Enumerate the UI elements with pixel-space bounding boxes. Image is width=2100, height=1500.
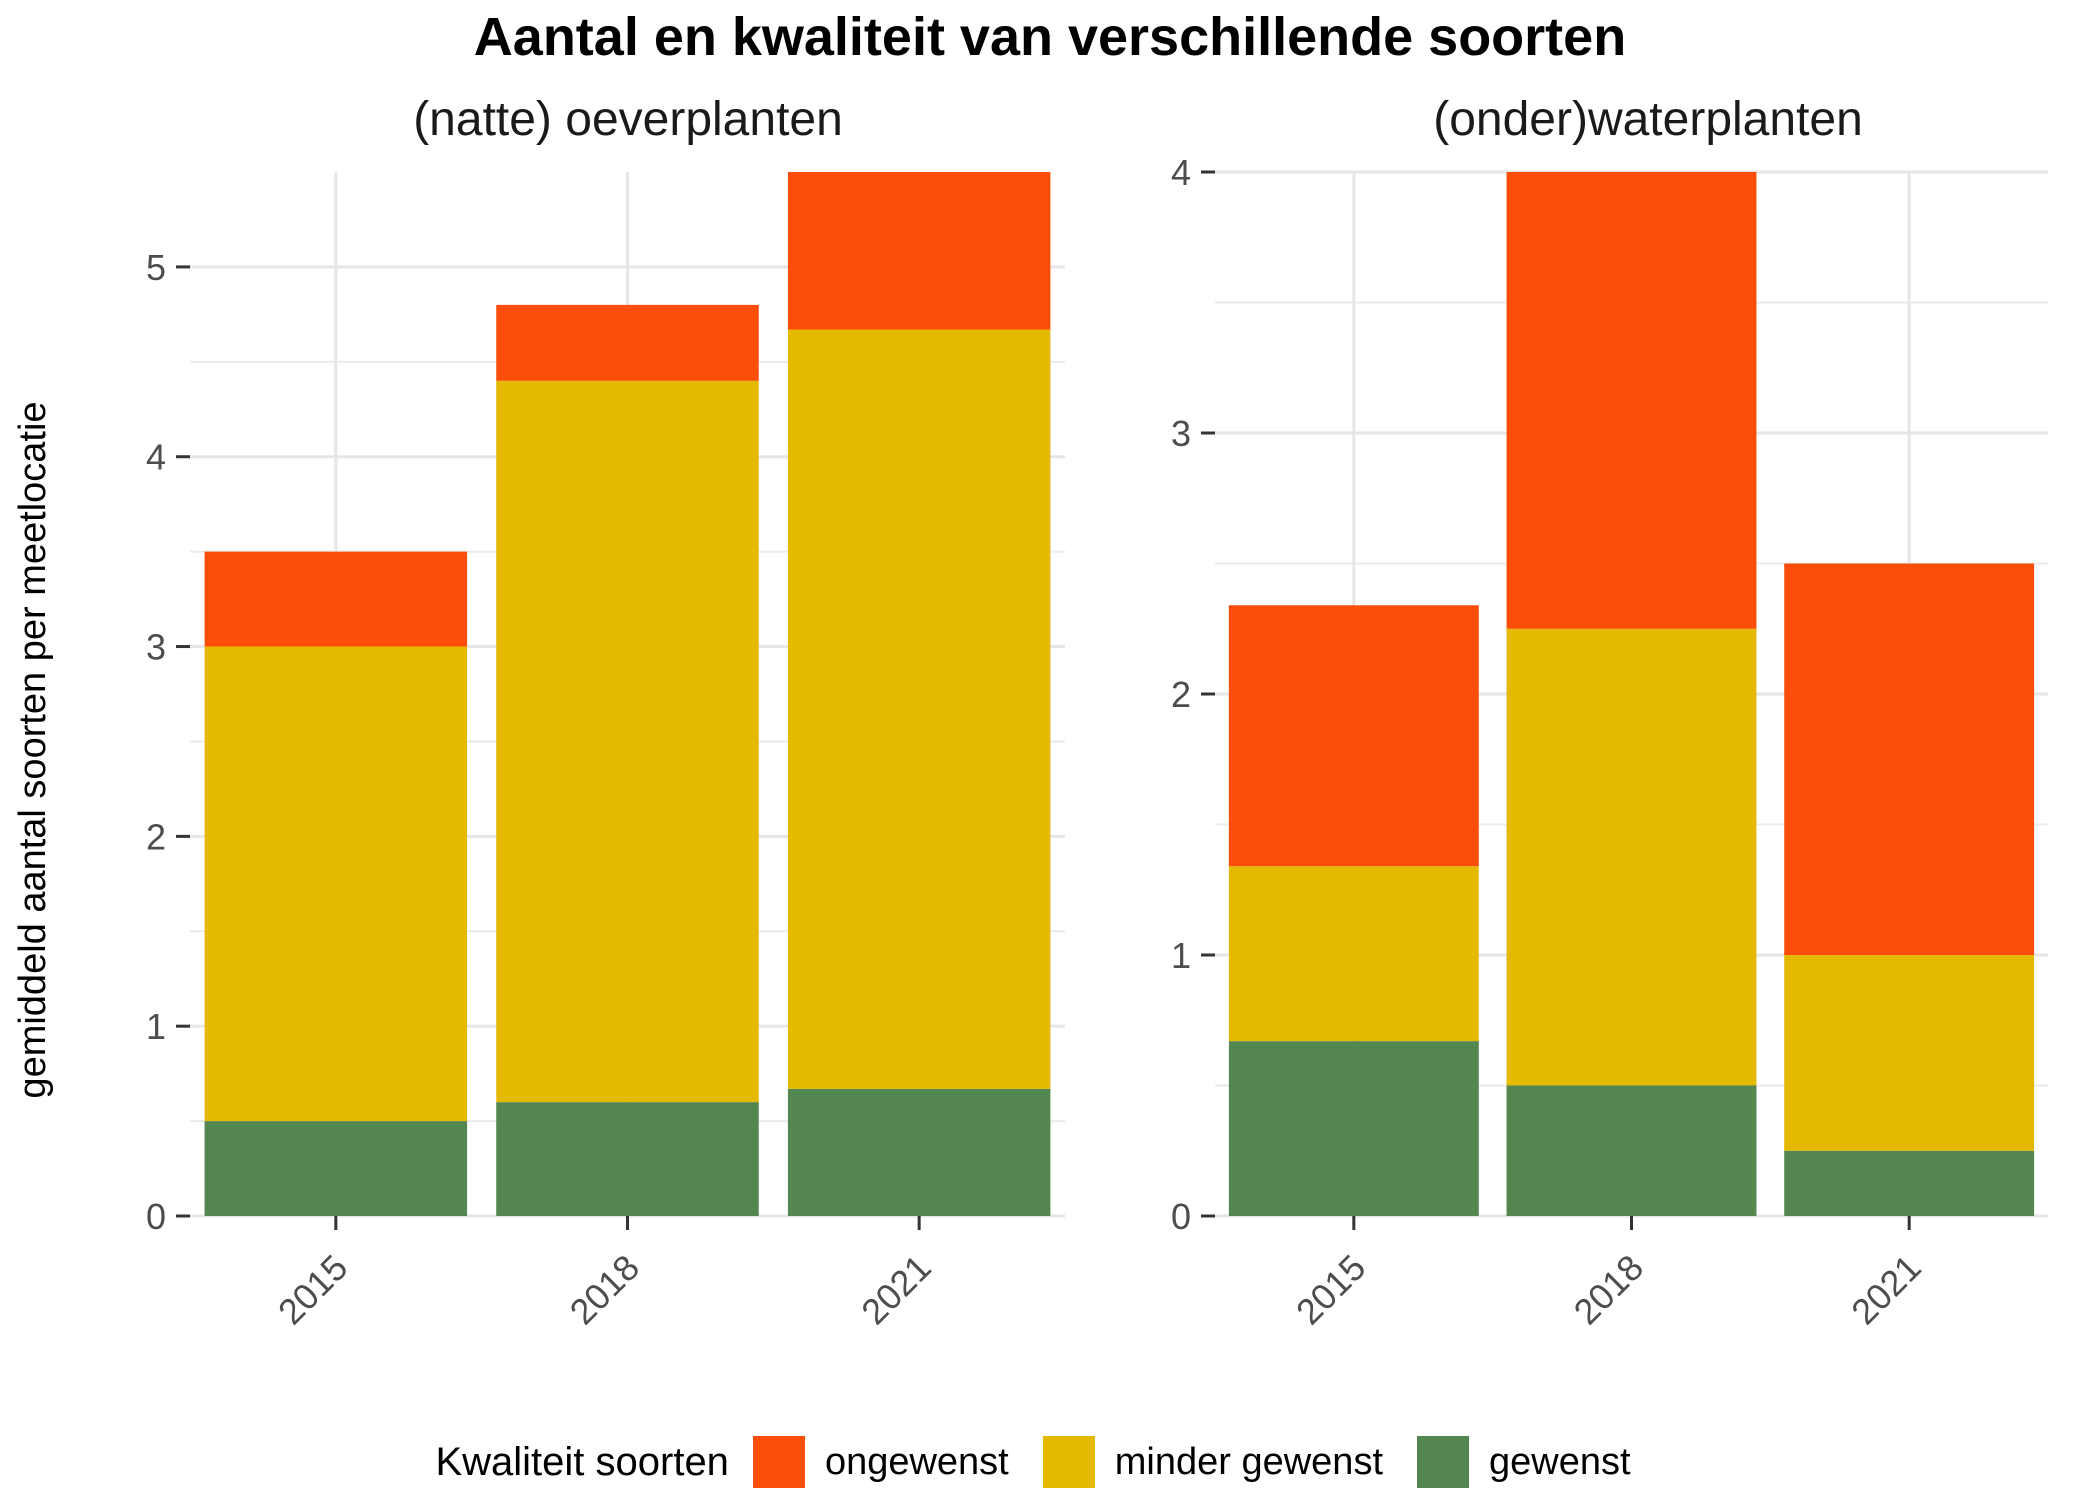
bar-ongewenst-2015 <box>204 551 468 647</box>
y-tick-label: 0 <box>1171 1196 1191 1237</box>
bar-gewenst-2015 <box>1228 1041 1479 1216</box>
y-tick-label: 4 <box>146 437 166 478</box>
legend-item-ongewenst: ongewenst <box>752 1436 1009 1488</box>
bar-minder-gewenst-2018 <box>1506 628 1757 1086</box>
y-tick-label: 5 <box>146 247 166 288</box>
y-tick-label: 2 <box>1171 674 1191 715</box>
y-tick-label: 4 <box>1171 152 1191 193</box>
x-tick-label: 2015 <box>270 1247 356 1333</box>
bar-gewenst-2018 <box>496 1102 759 1216</box>
x-tick-label: 2015 <box>1288 1247 1374 1333</box>
legend-item-minder-gewenst: minder gewenst <box>1042 1436 1383 1488</box>
chart-title: Aantal en kwaliteit van verschillende so… <box>473 7 1627 67</box>
bar-minder-gewenst-2021 <box>1784 955 2035 1151</box>
x-tick-label: 2021 <box>1843 1247 1929 1333</box>
bar-gewenst-2021 <box>1784 1150 2035 1216</box>
legend-label-gewenst: gewenst <box>1489 1440 1631 1483</box>
y-tick-label: 2 <box>146 816 166 857</box>
panel-title: (natte) oeverplanten <box>413 93 843 146</box>
x-tick-label: 2021 <box>853 1247 939 1333</box>
x-tick-label: 2018 <box>1566 1247 1652 1333</box>
bar-gewenst-2018 <box>1506 1085 1757 1216</box>
bar-minder-gewenst-2021 <box>787 329 1051 1089</box>
y-tick-label: 3 <box>1171 413 1191 454</box>
panel-onder-waterplanten: (onder)waterplanten 0 1 2 3 4 2015 2018 2021 <box>1171 93 2048 1332</box>
y-tick-label: 1 <box>146 1006 166 1047</box>
legend-item-gewenst: gewenst <box>1417 1436 1631 1488</box>
panel-title: (onder)waterplanten <box>1433 93 1863 146</box>
legend-label-minder-gewenst: minder gewenst <box>1114 1440 1383 1483</box>
y-tick-label: 3 <box>146 627 166 668</box>
legend: Kwaliteit soorten ongewenst minder gewen… <box>0 1432 2100 1492</box>
bar-minder-gewenst-2015 <box>1228 866 1479 1042</box>
x-tick-label: 2018 <box>562 1247 648 1333</box>
y-tick-label: 1 <box>1171 935 1191 976</box>
bar-gewenst-2015 <box>204 1121 468 1216</box>
bar-ongewenst-2021 <box>1784 563 2035 955</box>
legend-label-ongewenst: ongewenst <box>824 1440 1009 1483</box>
bar-minder-gewenst-2015 <box>204 646 468 1122</box>
legend-swatch-minder-gewenst <box>1042 1436 1095 1488</box>
legend-swatch-gewenst <box>1417 1436 1469 1488</box>
bar-ongewenst-2018 <box>1506 172 1757 629</box>
y-tick-label: 0 <box>146 1196 166 1237</box>
legend-swatch-ongewenst <box>752 1436 805 1488</box>
bar-gewenst-2021 <box>787 1088 1051 1216</box>
bar-ongewenst-2021 <box>787 172 1051 330</box>
panel-natte-oeverplanten: (natte) oeverplanten 0 1 2 3 4 5 2015 2018 2021 <box>146 93 1065 1332</box>
bar-ongewenst-2018 <box>496 304 759 381</box>
legend-title: Kwaliteit soorten <box>435 1439 729 1484</box>
bar-ongewenst-2015 <box>1228 605 1479 867</box>
bar-minder-gewenst-2018 <box>496 380 759 1103</box>
